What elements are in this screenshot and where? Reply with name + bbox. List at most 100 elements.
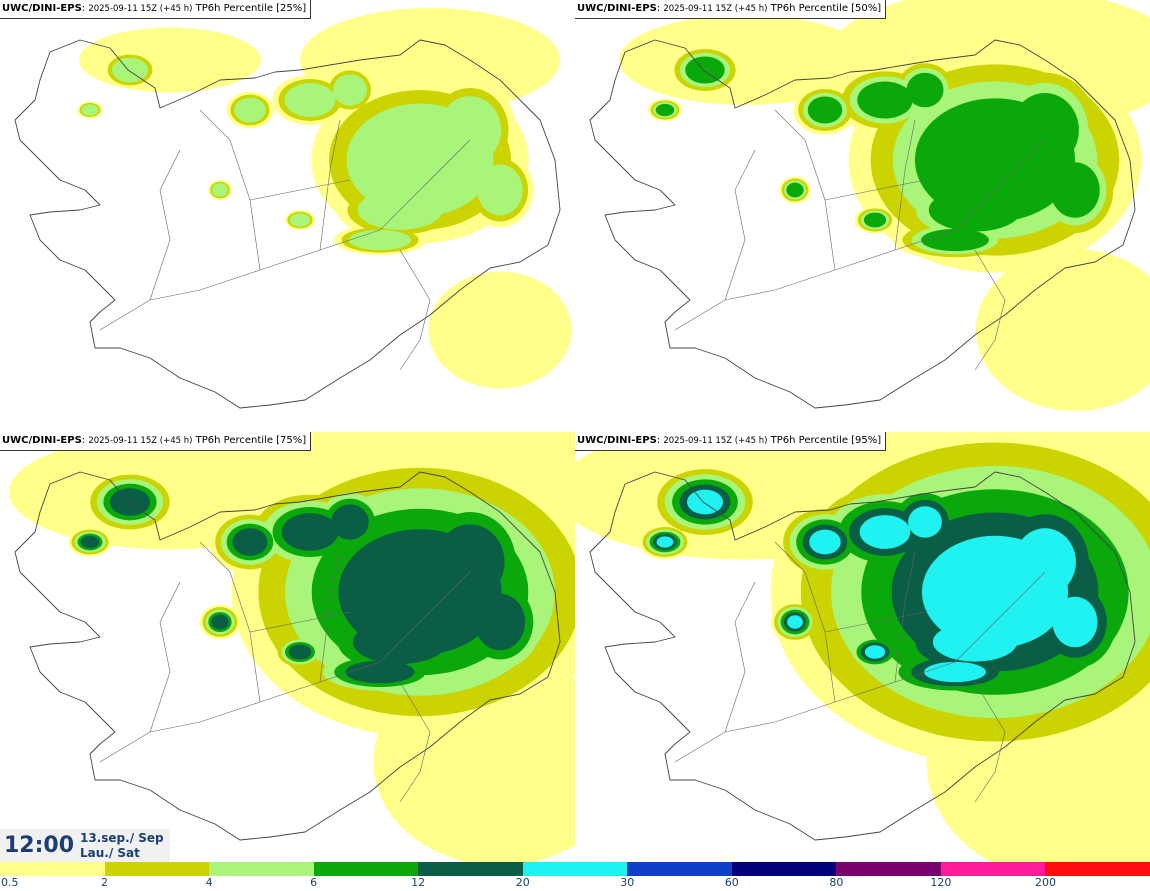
precip-field	[619, 0, 1150, 411]
road-line	[319, 551, 341, 683]
road-line	[249, 611, 351, 633]
panel-title: UWC/DINI-EPS: 2025-09-11 15Z (+45 h) TP6…	[575, 0, 887, 19]
color-scale-segment	[1045, 862, 1150, 876]
road-line	[974, 681, 1006, 803]
model-name: UWC/DINI-EPS	[577, 3, 657, 14]
color-scale-segment	[627, 862, 732, 876]
precip-area	[1014, 528, 1076, 596]
color-scale-labels: 0.5 2 4 6 12 20 30 60 80 120 200	[0, 876, 1150, 891]
precip-area	[435, 524, 505, 600]
color-scale-label: 60	[724, 876, 739, 889]
run-time: 2025-09-11 15Z (+45 h)	[663, 4, 768, 14]
road-line	[774, 109, 836, 271]
road-line	[399, 249, 431, 371]
precip-area	[857, 81, 913, 119]
precip-area	[345, 660, 415, 684]
precip-area	[232, 528, 268, 556]
valid-time-box: 12:00 13.sep./ Sep Lau./ Sat	[0, 829, 170, 862]
color-scale-segment	[104, 862, 210, 876]
precip-area	[921, 228, 989, 252]
valid-time: 12:00	[4, 833, 75, 858]
precip-area	[331, 504, 369, 540]
precip-area	[428, 271, 572, 389]
precip-area	[1050, 162, 1100, 218]
color-scale-label: 6	[310, 876, 318, 889]
precip-area	[79, 27, 261, 93]
road-line	[674, 229, 956, 331]
road-line	[894, 551, 916, 683]
color-scale-label: 2	[101, 876, 109, 889]
road-line	[824, 611, 926, 633]
coastline	[589, 39, 1136, 409]
road-line	[894, 119, 916, 251]
precip-area	[786, 182, 804, 198]
coastline	[14, 39, 561, 409]
precip-area	[859, 515, 911, 549]
precip-area	[281, 513, 339, 551]
precip-area	[1052, 596, 1098, 648]
precip-area	[976, 249, 1150, 411]
precip-area	[234, 97, 266, 123]
precip-area	[924, 661, 986, 683]
precip-area	[111, 57, 149, 83]
road-line	[774, 541, 836, 703]
precip-area	[656, 536, 674, 548]
road-line	[974, 249, 1006, 371]
valid-date-line1: 13.sep./ Sep	[80, 831, 164, 845]
map-panel-p75: UWC/DINI-EPS: 2025-09-11 15Z (+45 h) TP6…	[0, 432, 575, 864]
precip-area	[787, 615, 803, 629]
precip-area	[212, 183, 228, 197]
color-scale-segment	[418, 862, 523, 876]
map-panel-p50: UWC/DINI-EPS: 2025-09-11 15Z (+45 h) TP6…	[575, 0, 1150, 432]
product-name: TP6h Percentile [50%]	[770, 3, 882, 14]
color-scale-label: 200	[1034, 876, 1056, 889]
run-time: 2025-09-11 15Z (+45 h)	[88, 436, 193, 446]
coastline	[589, 471, 1136, 841]
color-scale-label: 20	[515, 876, 530, 889]
color-scale-segment	[522, 862, 628, 876]
map-panel-p25: UWC/DINI-EPS: 2025-09-11 15Z (+45 h) TP6…	[0, 0, 575, 432]
color-scale-label: 80	[829, 876, 844, 889]
precip-area	[685, 56, 725, 84]
precip-map	[9, 432, 575, 864]
precip-area	[289, 213, 311, 227]
road-line	[199, 109, 261, 271]
road-line	[379, 139, 471, 231]
precip-area	[477, 164, 523, 216]
color-scale-label: 12	[411, 876, 426, 889]
color-scale-label: 120	[930, 876, 952, 889]
road-line	[149, 581, 181, 733]
precip-area	[80, 535, 100, 549]
map-panel-p95: UWC/DINI-EPS: 2025-09-11 15Z (+45 h) TP6…	[575, 432, 1150, 864]
road-line	[674, 661, 956, 763]
panel-title: UWC/DINI-EPS: 2025-09-11 15Z (+45 h) TP6…	[0, 432, 312, 451]
precip-area	[284, 83, 336, 117]
precip-area	[906, 72, 944, 108]
valid-date: 13.sep./ Sep Lau./ Sat	[80, 831, 164, 861]
road-line	[99, 229, 381, 331]
road-line	[824, 179, 926, 201]
precip-area	[109, 488, 151, 516]
model-name: UWC/DINI-EPS	[2, 435, 82, 446]
precip-area	[211, 614, 229, 630]
road-line	[199, 541, 261, 703]
color-scale-segment	[940, 862, 1046, 876]
color-scale-segment	[313, 862, 419, 876]
model-name: UWC/DINI-EPS	[2, 3, 82, 14]
precip-area	[864, 645, 886, 659]
product-name: TP6h Percentile [95%]	[770, 435, 882, 446]
precip-field	[575, 432, 1150, 864]
road-line	[319, 119, 341, 251]
precip-area	[863, 212, 887, 228]
precip-area	[438, 96, 502, 164]
road-line	[954, 139, 1046, 231]
precip-area	[81, 104, 99, 116]
precip-map	[575, 432, 1150, 864]
road-line	[379, 571, 471, 663]
precip-area	[908, 506, 942, 538]
product-name: TP6h Percentile [75%]	[195, 435, 307, 446]
color-scale-label: 30	[620, 876, 635, 889]
color-scale-segment	[0, 862, 105, 876]
precip-area	[288, 644, 312, 660]
precip-area	[333, 74, 367, 106]
